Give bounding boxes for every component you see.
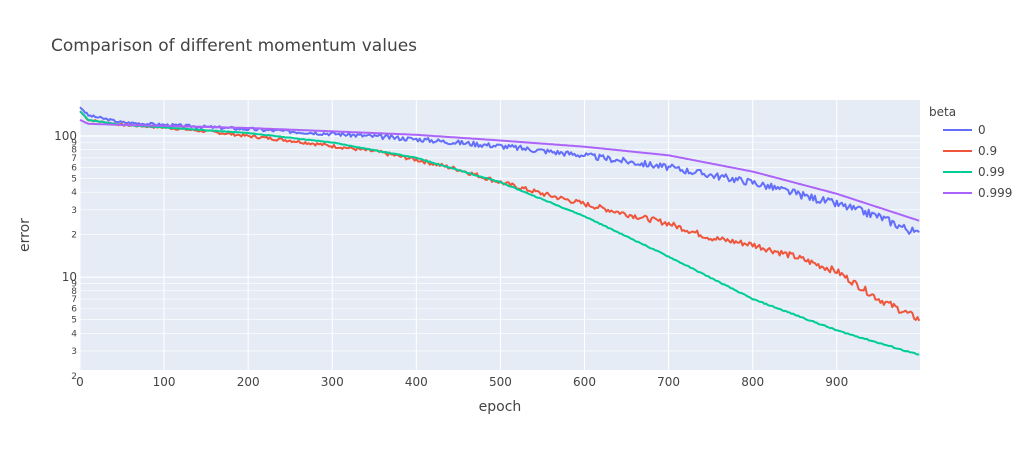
legend-label: 0 <box>978 123 986 137</box>
grid <box>79 100 920 377</box>
y-minor-tick-label: 9 <box>71 138 77 148</box>
chart-title: Comparison of different momentum values <box>51 36 417 56</box>
y-axis-title: error <box>17 218 33 252</box>
legend-title: beta <box>929 105 956 119</box>
x-tick-label: 900 <box>825 375 848 389</box>
y-major-tick-label: 100 <box>54 129 77 143</box>
legend-label: 0.999 <box>978 186 1012 200</box>
y-minor-tick-label: 4 <box>71 188 77 198</box>
y-minor-tick-label: 4 <box>71 329 77 339</box>
y-minor-tick-label: 3 <box>71 206 77 216</box>
y-minor-tick-label: 2 <box>71 372 77 382</box>
legend-item-2[interactable]: 0.99 <box>943 165 1005 179</box>
y-minor-tick-label: 5 <box>71 316 77 326</box>
x-tick-label: 100 <box>153 375 176 389</box>
x-tick-label: 200 <box>237 375 260 389</box>
legend-label: 0.9 <box>978 144 997 158</box>
x-tick-label: 400 <box>405 375 428 389</box>
y-minor-tick-label: 3 <box>71 347 77 357</box>
x-tick-label: 700 <box>657 375 680 389</box>
y-major-tick-label: 10 <box>62 270 77 284</box>
legend-label: 0.99 <box>978 165 1005 179</box>
legend-item-3[interactable]: 0.999 <box>943 186 1012 200</box>
x-tick-label: 800 <box>741 375 764 389</box>
x-axis-ticks: 0 100 200 300 400 500 600 700 800 900 <box>76 375 848 389</box>
x-tick-label: 500 <box>489 375 512 389</box>
y-minor-tick-label: 9 <box>71 280 77 290</box>
y-minor-tick-label: 7 <box>71 154 77 164</box>
x-axis-title: epoch <box>479 399 522 415</box>
series-line-3 <box>79 118 920 222</box>
legend-item-1[interactable]: 0.9 <box>943 144 997 158</box>
y-minor-tick-label: 8 <box>71 287 77 297</box>
x-tick-label: 600 <box>573 375 596 389</box>
legend-item-0[interactable]: 0 <box>943 123 986 137</box>
y-minor-tick-label: 8 <box>71 146 77 156</box>
y-minor-tick-label: 6 <box>71 304 77 314</box>
series-line-2 <box>79 110 920 356</box>
x-tick-label: 0 <box>76 375 84 389</box>
x-tick-label: 300 <box>321 375 344 389</box>
legend[interactable]: beta 0 0.9 0.99 0.999 <box>929 105 1012 200</box>
series-lines <box>79 106 921 356</box>
y-minor-tick-label: 6 <box>71 163 77 173</box>
y-minor-tick-label: 7 <box>71 295 77 305</box>
y-minor-tick-label: 2 <box>71 231 77 241</box>
y-minor-tick-label: 5 <box>71 175 77 185</box>
